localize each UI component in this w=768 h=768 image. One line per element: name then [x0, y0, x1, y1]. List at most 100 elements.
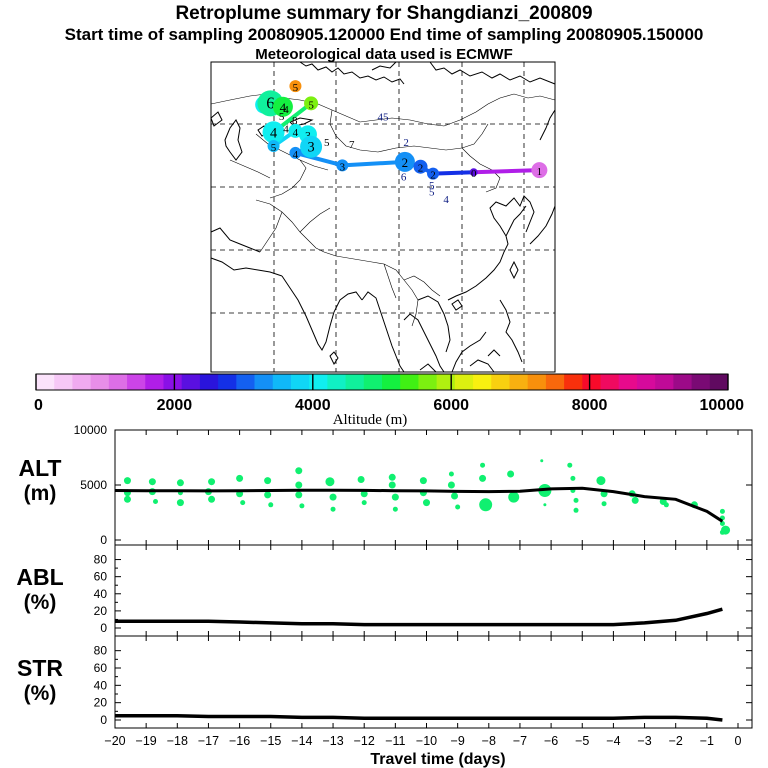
map-annotation-digit: 5: [324, 137, 330, 149]
altitude-cluster-point: [208, 478, 216, 486]
x-tick-label: −11: [385, 734, 405, 748]
plume-centroid-label: 0: [471, 168, 477, 180]
colorbar-cell: [127, 374, 146, 390]
altitude-cluster-point: [388, 481, 396, 489]
altitude-cluster-point: [176, 499, 184, 507]
panel-ylabel: ALT: [18, 455, 61, 481]
plume-centroid: [272, 96, 293, 117]
altitude-cluster-point: [663, 502, 669, 508]
y-tick-label: 20: [94, 604, 108, 618]
altitude-cluster-point: [268, 502, 274, 508]
x-tick-label: −14: [291, 734, 312, 748]
altitude-cluster-point: [573, 507, 579, 513]
colorbar-cell: [618, 374, 638, 390]
x-tick-label: −5: [575, 734, 589, 748]
altitude-cluster-point: [264, 477, 272, 485]
plume-centroid-label: 5: [271, 142, 277, 154]
x-tick-label: −15: [260, 734, 281, 748]
x-tick-label: −17: [198, 734, 219, 748]
y-tick-label: 5000: [80, 478, 107, 492]
plume-centroid: [336, 159, 349, 172]
plume-centroid-label: 4: [293, 127, 299, 139]
plume-centroid-label: 3: [340, 161, 346, 173]
altitude-cluster-point: [596, 476, 606, 486]
altitude-cluster-point: [176, 479, 184, 487]
altitude-cluster-point: [392, 506, 398, 512]
colorbar-cell: [199, 374, 219, 390]
panel-frame: [114, 429, 753, 546]
plume-centroid-label: 2: [430, 170, 436, 182]
colorbar-cell: [491, 374, 510, 390]
x-tick-label: −9: [451, 734, 465, 748]
plume-centroid: [288, 123, 303, 138]
y-tick-label: 0: [100, 621, 107, 635]
colorbar-cell: [564, 374, 583, 390]
panel-frame: [114, 635, 753, 729]
colorbar-cell: [436, 374, 456, 390]
plume-centroid-label: 2: [418, 163, 424, 175]
colorbar-cell: [582, 374, 601, 390]
altitude-cluster-point: [148, 478, 156, 486]
colorbar-cell: [272, 374, 292, 390]
altitude-cluster-point: [573, 497, 579, 503]
y-tick-label: 80: [94, 553, 108, 567]
altitude-cluster-point: [480, 462, 486, 468]
altitude-cluster-point: [123, 495, 131, 503]
colorbar-cell: [382, 374, 401, 390]
colorbar-cell: [254, 374, 274, 390]
x-axis-label: Travel time (days): [370, 751, 505, 768]
altitude-cluster-point: [123, 477, 131, 485]
altitude-cluster-point: [295, 467, 303, 475]
x-tick-label: −10: [416, 734, 437, 748]
x-tick-label: −18: [167, 734, 188, 748]
x-tick-label: −7: [513, 734, 527, 748]
colorbar-cell: [290, 374, 310, 390]
panel-ylabel: STR: [17, 655, 63, 681]
altitude-cluster-point: [631, 496, 639, 504]
colorbar-ticks: 0 2000 4000 6000 8000 10000: [34, 374, 744, 414]
altitude-cluster-point: [479, 474, 487, 482]
colorbar-cell: [691, 374, 711, 390]
plume-centroid-label: 4: [293, 149, 299, 161]
y-tick-label: 40: [94, 587, 108, 601]
altitude-cluster-point: [455, 504, 461, 510]
map-annotation-digit: 6: [401, 171, 407, 183]
abl-fraction-line: [115, 607, 723, 627]
time-series-panels: ALT(m)1000050000ABL(%)806040200STR(%)806…: [16, 423, 753, 768]
colorbar-cell: [600, 374, 620, 390]
colorbar-cell: [709, 374, 729, 390]
plume-centroid-label: 3: [307, 140, 314, 156]
plume-centroid: [394, 151, 415, 172]
x-tick-label: −6: [544, 734, 558, 748]
altitude-cluster-point: [330, 506, 336, 512]
colorbar-tick-label: 8000: [572, 397, 608, 414]
altitude-cluster-point: [448, 471, 454, 477]
plume-centroid: [531, 162, 548, 179]
plume-centroid: [304, 96, 319, 111]
met-data-note: Meteorological data used is ECMWF: [255, 46, 513, 63]
y-tick-label: 0: [100, 533, 107, 547]
colorbar-cell: [309, 374, 328, 390]
plume-centroids: 66455454334322201: [255, 80, 548, 182]
colorbar-cell: [181, 374, 201, 390]
chart-title: Retroplume summary for Shangdianzi_20080…: [175, 3, 593, 24]
colorbar-axis-label: Altitude (m): [333, 412, 408, 428]
plume-centroid: [267, 140, 280, 153]
colorbar-cell: [163, 374, 183, 390]
altitude-cluster-point: [329, 493, 337, 501]
plume-centroid: [300, 135, 323, 158]
colorbar-cell: [327, 374, 346, 390]
mean-altitude-line: [114, 486, 724, 523]
colorbar-cell: [545, 374, 565, 390]
plume-centroid: [289, 146, 302, 159]
altitude-cluster-point: [507, 470, 515, 478]
colorbar-cell: [636, 374, 656, 390]
panel-abl: ABL(%) 80 60 40 20 0: [16, 544, 753, 637]
x-tick-label: 0: [735, 734, 742, 748]
altitude-cluster-point: [601, 501, 607, 507]
colorbar-cell: [473, 374, 492, 390]
x-tick-label: −12: [354, 734, 375, 748]
